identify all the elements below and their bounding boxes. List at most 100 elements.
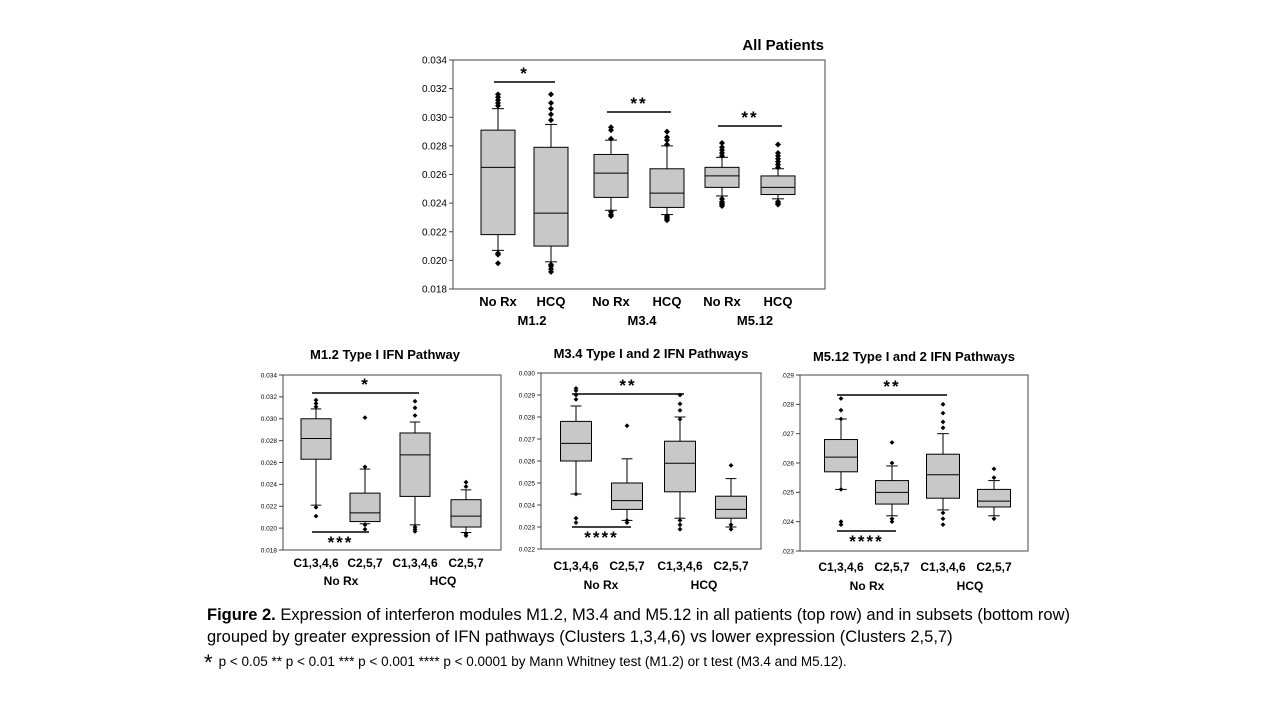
outlier-point	[940, 410, 946, 416]
significance-label: **	[619, 376, 636, 395]
outlier-point	[495, 91, 501, 98]
y-tick-label: 0.018	[422, 285, 447, 296]
y-tick-label: .029	[781, 372, 794, 379]
outlier-point	[463, 531, 469, 536]
outlier-point	[889, 440, 895, 445]
outlier-point	[412, 398, 418, 404]
outlier-point	[664, 141, 670, 148]
x-tick-label: C1,3,4,6	[392, 556, 438, 570]
outlier-point	[573, 520, 579, 525]
y-tick-label: 0.024	[261, 482, 278, 489]
outlier-point	[412, 413, 418, 418]
box	[450, 499, 482, 528]
y-tick-label: .027	[781, 431, 794, 438]
box	[926, 453, 960, 499]
outlier-point	[624, 518, 630, 523]
outlier-point	[412, 524, 418, 530]
y-tick-label: 0.028	[519, 414, 536, 421]
y-tick-label: 0.030	[519, 370, 536, 377]
x-tick-label: C1,3,4,6	[553, 559, 599, 573]
x-tick-label: C2,5,7	[976, 560, 1012, 574]
outlier-point	[362, 464, 368, 470]
outlier-point	[664, 213, 670, 220]
outlier-point	[677, 526, 683, 532]
footnote: * p < 0.05 ** p < 0.01 *** p < 0.001 ****…	[204, 652, 1104, 674]
outlier-point	[719, 144, 725, 151]
outlier-point	[940, 522, 946, 527]
y-tick-label: 0.034	[422, 56, 447, 67]
y-tick-label: 0.025	[519, 480, 536, 487]
y-tick-label: 0.024	[519, 502, 536, 509]
outlier-point	[313, 513, 319, 519]
y-tick-label: .024	[781, 519, 794, 526]
box	[824, 439, 858, 473]
outlier-point	[838, 522, 844, 527]
outlier-point	[838, 487, 844, 492]
box	[704, 166, 740, 188]
outlier-point	[548, 99, 554, 106]
significance-label: **	[630, 94, 647, 113]
outlier-point	[677, 416, 683, 422]
caption-text: Expression of interferon modules M1.2, M…	[207, 606, 1070, 646]
y-tick-label: 0.020	[422, 256, 447, 267]
y-tick-label: .028	[781, 402, 794, 409]
x-tick-label: HCQ	[537, 294, 566, 309]
outlier-point	[573, 491, 579, 497]
outlier-point	[889, 519, 895, 525]
y-tick-label: 0.029	[519, 392, 536, 399]
y-tick-label: 0.028	[422, 141, 447, 152]
outlier-point	[548, 105, 554, 112]
y-tick-label: 0.023	[519, 524, 536, 531]
x-tick-label: C1,3,4,6	[293, 556, 339, 570]
outlier-point	[940, 401, 946, 407]
outlier-point	[573, 392, 579, 398]
y-tick-label: 0.024	[422, 199, 447, 210]
chart-title: M1.2 Type I IFN Pathway	[310, 347, 461, 362]
x-tick-label: HCQ	[653, 294, 682, 309]
y-tick-label: 0.022	[261, 504, 278, 511]
outlier-point	[991, 475, 997, 481]
chart-title: All Patients	[742, 37, 824, 54]
y-tick-label: 0.034	[261, 372, 278, 379]
figure-label: Figure 2.	[207, 606, 276, 624]
box	[611, 482, 643, 510]
outlier-point	[495, 250, 501, 257]
outlier-point	[313, 397, 319, 403]
outlier-point	[463, 484, 469, 489]
outlier-point	[677, 408, 683, 413]
y-tick-label: 0.030	[261, 416, 278, 423]
outlier-point	[548, 91, 554, 98]
x-tick-label: HCQ	[764, 294, 793, 309]
outlier-point	[889, 516, 895, 522]
outlier-point	[573, 397, 579, 402]
outlier-point	[548, 111, 554, 118]
outlier-point	[889, 460, 895, 466]
significance-label: **	[883, 377, 900, 396]
outlier-point	[412, 405, 418, 411]
x-tick-label: C1,3,4,6	[920, 560, 966, 574]
box	[649, 168, 685, 208]
y-tick-label: 0.028	[261, 438, 278, 445]
y-tick-label: 0.032	[422, 84, 447, 95]
y-tick-label: 0.022	[519, 546, 536, 553]
outlier-point	[991, 516, 997, 522]
chart-title: M5.12 Type I and 2 IFN Pathways	[813, 349, 1015, 364]
group-label: HCQ	[957, 579, 984, 593]
x-tick-label: No Rx	[479, 294, 517, 309]
outlier-point	[313, 401, 319, 406]
outlier-point	[940, 425, 946, 431]
outlier-point	[608, 208, 614, 215]
outlier-point	[838, 519, 844, 525]
outlier-point	[548, 117, 554, 124]
x-tick-label: C1,3,4,6	[818, 560, 864, 574]
box	[760, 175, 796, 196]
outlier-point	[728, 522, 734, 528]
outlier-point	[362, 522, 368, 528]
outlier-point	[573, 386, 579, 391]
y-tick-label: 0.022	[422, 227, 447, 238]
outlier-point	[775, 198, 781, 205]
footnote-text: p < 0.05 ** p < 0.01 *** p < 0.001 **** …	[218, 654, 847, 669]
box	[349, 492, 381, 523]
outlier-point	[838, 416, 844, 422]
